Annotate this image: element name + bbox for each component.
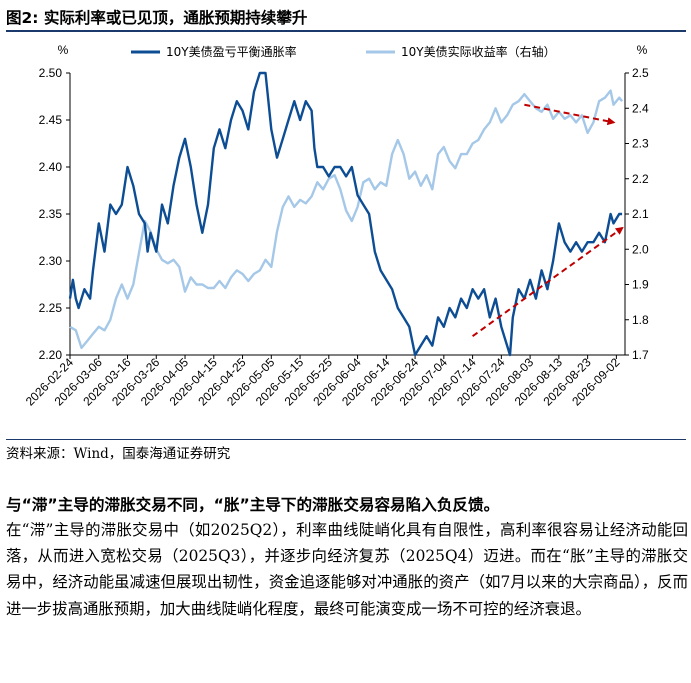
legend: 10Y美债盈亏平衡通胀率 10Y美债实际收益率（右轴） (131, 44, 556, 59)
chart-bottom-rule (6, 439, 686, 440)
right-tick-label: 2.3 (632, 137, 649, 151)
right-tick-label: 2.1 (632, 207, 649, 221)
left-tick-label: 2.30 (39, 254, 63, 268)
trend-arrow-1 (472, 226, 624, 338)
right-tick-label: 1.8 (632, 313, 649, 327)
chart: 2.20 2.25 2.30 2.35 2.40 2.45 2.50 1.7 1.8 1.9 2.0… (23, 43, 649, 409)
right-tick-label: 2.5 (632, 66, 649, 80)
figure-title-bar: 图2: 实际利率或已见顶，通胀预期持续攀升 (6, 4, 686, 32)
left-tick-label: 2.40 (39, 160, 63, 174)
paragraph-lead: 与“滞”主导的滞胀交易不同，“胀”主导下的滞胀交易容易陷入负反馈。 (6, 496, 500, 514)
right-tick-label: 1.7 (632, 348, 649, 362)
left-tick-label: 2.20 (39, 348, 63, 362)
annotation-layer (472, 103, 624, 338)
right-axis-unit: % (637, 43, 648, 57)
legend-label-real-yield: 10Y美债实际收益率（右轴） (401, 44, 556, 59)
left-axis-unit: % (58, 43, 69, 57)
right-tick-label: 2.0 (632, 242, 649, 256)
legend-label-breakeven: 10Y美债盈亏平衡通胀率 (166, 44, 297, 59)
series-layer (68, 71, 624, 357)
left-tick-label: 2.50 (39, 66, 63, 80)
paragraph-body: 在“滞”主导的滞胀交易中（如2025Q2），利率曲线陡峭化具有自限性，高利率很容… (6, 521, 688, 618)
series-line-breakeven (68, 71, 623, 357)
figure-title: 图2: 实际利率或已见顶，通胀预期持续攀升 (6, 9, 308, 27)
right-tick-label: 2.4 (632, 101, 649, 115)
left-tick-label: 2.45 (39, 113, 63, 127)
series-line-real-yield (69, 89, 624, 350)
left-tick-label: 2.35 (39, 207, 63, 221)
right-tick-label: 1.9 (632, 278, 649, 292)
chart-source: 资料来源：Wind，国泰海通证券研究 (6, 446, 231, 462)
left-tick-label: 2.25 (39, 301, 63, 315)
trend-arrow-2 (524, 103, 616, 126)
chart-axes (66, 72, 629, 359)
right-tick-label: 2.2 (632, 172, 649, 186)
